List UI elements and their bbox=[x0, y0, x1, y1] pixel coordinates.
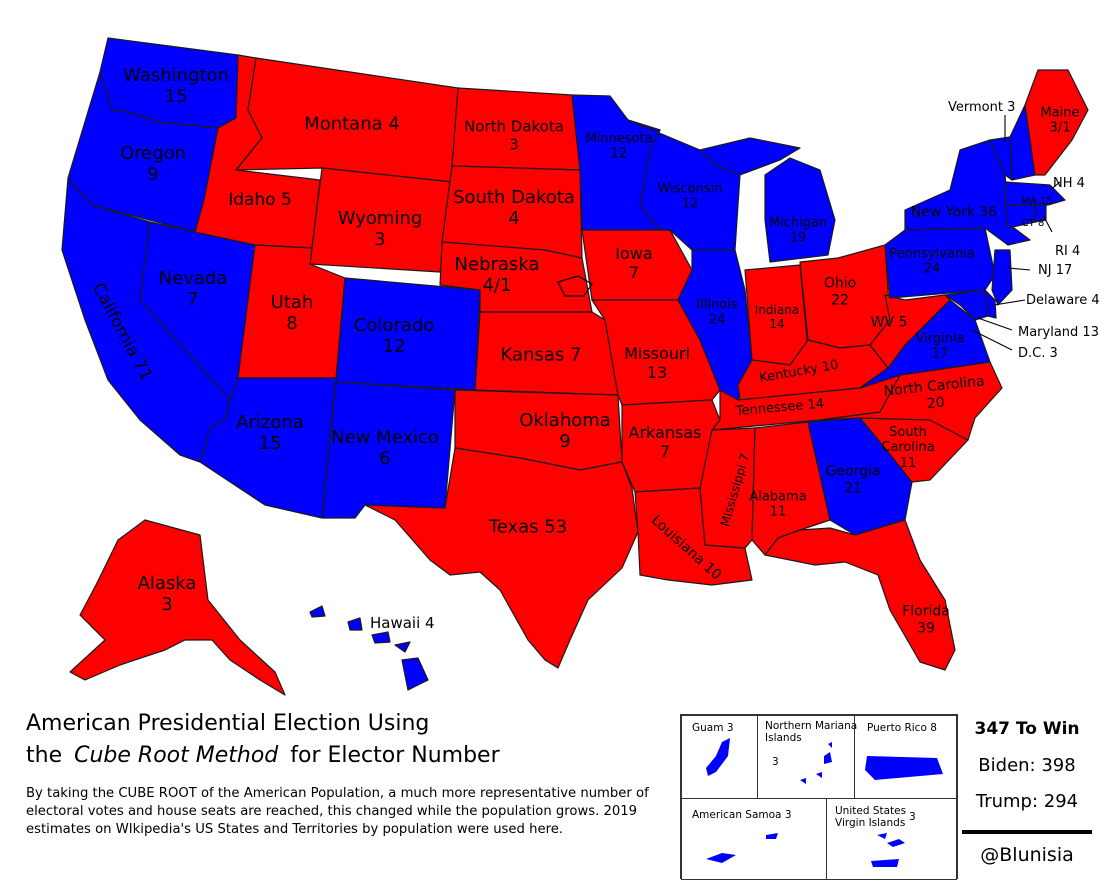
map-title: American Presidential Election Using the… bbox=[26, 708, 500, 772]
callout-DC: D.C. 3 bbox=[1018, 346, 1058, 361]
nmi-shape bbox=[800, 742, 832, 784]
label-MO: Missouri 13 bbox=[624, 344, 690, 382]
as-name: American Samoa bbox=[692, 809, 782, 821]
guam-votes: 3 bbox=[726, 722, 734, 734]
label-ID: Idaho 5 bbox=[228, 189, 292, 210]
state-MI-up bbox=[699, 137, 801, 176]
label-WY: Wyoming 3 bbox=[337, 207, 423, 250]
label-KS: Kansas 7 bbox=[500, 344, 582, 366]
vi-name: United States Virgin Islands bbox=[835, 805, 907, 829]
label-ND: North Dakota 3 bbox=[464, 117, 564, 153]
state-MD bbox=[944, 289, 989, 321]
author-handle: @Blunisia bbox=[980, 844, 1074, 866]
callout-leaders bbox=[971, 115, 1061, 351]
territories-inset: Guam 3 Northern Mariana Islands 3 Puerto… bbox=[680, 714, 958, 880]
label-NM: New Mexico 6 bbox=[331, 426, 439, 469]
territory-guam: Guam 3 bbox=[681, 715, 758, 799]
territory-as: American Samoa 3 bbox=[681, 798, 827, 880]
nmi-name: Northern Mariana Islands bbox=[765, 720, 858, 744]
label-IN: Indiana 14 bbox=[754, 302, 800, 331]
nmi-votes: 3 bbox=[772, 756, 779, 768]
state-HI-3 bbox=[371, 631, 391, 644]
scoreboard: 347 To Win Biden: 398 Trump: 294 @Blunis… bbox=[962, 714, 1092, 866]
as-votes: 3 bbox=[784, 809, 792, 821]
guam-name: Guam bbox=[692, 722, 724, 734]
label-CO: Colorado 12 bbox=[353, 314, 435, 357]
state-WY bbox=[309, 167, 453, 273]
guam-shape bbox=[706, 738, 730, 776]
state-HI-2 bbox=[347, 617, 363, 631]
title-line-1: American Presidential Election Using bbox=[26, 711, 430, 736]
state-MI bbox=[764, 157, 836, 263]
title-for-elector-number: for Elector Number bbox=[290, 743, 500, 768]
vi-votes: 3 bbox=[909, 811, 916, 823]
state-ME bbox=[1024, 69, 1089, 176]
label-IA: Iowa 7 bbox=[615, 244, 653, 282]
state-NJ bbox=[991, 249, 1013, 306]
label-WI: Wisconsin 12 bbox=[657, 181, 723, 212]
callout-RI: RI 4 bbox=[1055, 244, 1081, 259]
trump-total: Trump: 294 bbox=[975, 791, 1079, 812]
title-cube-root-method: Cube Root Method bbox=[74, 743, 279, 768]
label-SD: South Dakota 4 bbox=[453, 186, 575, 229]
callout-DE: Delaware 4 bbox=[1026, 293, 1100, 308]
label-IL: Illinois 24 bbox=[696, 297, 738, 328]
territory-pr: Puerto Rico 8 bbox=[854, 715, 957, 799]
state-AK bbox=[69, 519, 286, 696]
callout-NJ: NJ 17 bbox=[1038, 263, 1073, 278]
state-HI-1 bbox=[309, 605, 326, 618]
title-line-2: the Cube Root Method for Elector Number bbox=[26, 740, 500, 772]
as-shape bbox=[706, 833, 778, 863]
label-MN: Minnesota 12 bbox=[585, 131, 653, 162]
divider bbox=[962, 830, 1092, 834]
title-the: the bbox=[26, 743, 63, 768]
state-HI-4 bbox=[394, 641, 411, 653]
label-MI: Michigan 19 bbox=[768, 215, 828, 246]
label-FL: Florida 39 bbox=[902, 603, 950, 636]
label-NE: Nebraska 4/1 bbox=[454, 253, 540, 296]
vi-shape bbox=[871, 833, 905, 867]
pr-shape bbox=[865, 756, 943, 780]
pr-votes: 8 bbox=[930, 722, 937, 734]
label-VA: Virginia 17 bbox=[915, 331, 965, 362]
nebraska-district-outline bbox=[557, 275, 593, 297]
label-WA: Washington 15 bbox=[123, 64, 229, 107]
label-TX: Texas 53 bbox=[488, 516, 568, 538]
to-win: 347 To Win bbox=[974, 719, 1080, 739]
label-AL: Alabama 11 bbox=[749, 489, 807, 520]
label-UT: Utah 8 bbox=[270, 291, 314, 334]
state-HI-5 bbox=[401, 657, 429, 691]
callout-MD: Maryland 13 bbox=[1018, 325, 1099, 340]
state-MA bbox=[1004, 181, 1066, 206]
description: By taking the CUBE ROOT of the American … bbox=[26, 786, 649, 837]
label-AR: Arkansas 7 bbox=[628, 423, 702, 461]
label-SC: South Carolina 11 bbox=[881, 425, 935, 471]
label-NY: New York 36 bbox=[910, 204, 998, 221]
territory-nmi: Northern Mariana Islands 3 bbox=[757, 715, 858, 799]
label-ME: Maine 3/1 bbox=[1040, 105, 1080, 136]
biden-total: Biden: 398 bbox=[978, 755, 1076, 776]
label-AZ: Arizona 15 bbox=[236, 411, 304, 454]
label-AK: Alaska 3 bbox=[137, 572, 197, 615]
label-GA: Georgia 21 bbox=[825, 463, 881, 496]
state-FL bbox=[764, 519, 956, 671]
label-MT: Montana 4 bbox=[304, 113, 400, 135]
callout-NH: NH 4 bbox=[1053, 176, 1085, 191]
label-OH: Ohio 22 bbox=[823, 275, 857, 308]
callout-HI: Hawaii 4 bbox=[370, 614, 435, 632]
label-OK: Oklahoma 9 bbox=[519, 409, 611, 452]
territory-vi: United States Virgin Islands 3 bbox=[826, 798, 957, 880]
label-MA: MA 15 bbox=[1021, 196, 1053, 208]
label-OR: Oregon 9 bbox=[119, 142, 187, 185]
pr-name: Puerto Rico bbox=[867, 722, 927, 734]
label-CT: CT 8 bbox=[1021, 218, 1045, 230]
label-NV: Nevada 7 bbox=[158, 267, 228, 310]
label-PA: Pennsylvania 24 bbox=[889, 246, 975, 277]
label-WV: WV 5 bbox=[870, 314, 908, 331]
callout-VT: Vermont 3 bbox=[948, 100, 1016, 115]
